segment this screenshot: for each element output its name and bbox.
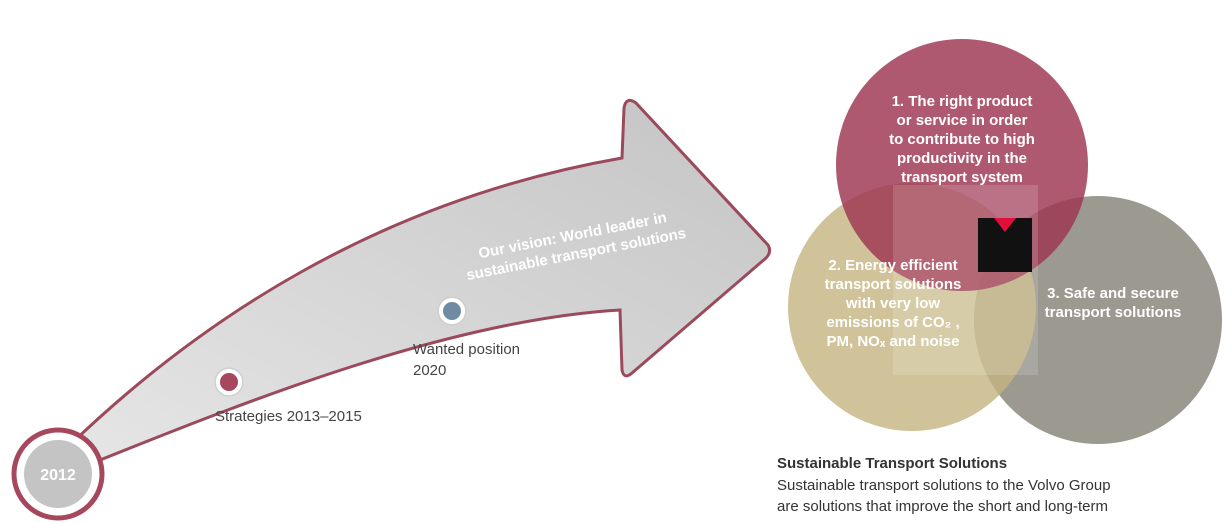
circle-text: transport system (901, 169, 1023, 186)
milestone-label: 2020 (413, 362, 446, 379)
milestone-ring (437, 296, 467, 326)
milestone-label: Wanted position (413, 341, 520, 358)
circle-text: transport solutions (825, 276, 962, 293)
circle-text: or service in order (897, 112, 1028, 129)
venn (788, 39, 1222, 444)
milestone-ring (214, 367, 244, 397)
circle-text: PM, NOₓ and noise (826, 333, 959, 350)
start-inner (24, 440, 92, 508)
circle-text: 2. Energy efficient (828, 257, 957, 274)
footer-title: Sustainable Transport Solutions (777, 455, 1007, 472)
circle-text: 1. The right product (892, 93, 1033, 110)
start-label: 2012 (40, 467, 76, 484)
footer-text: are solutions that improve the short and… (777, 498, 1108, 515)
circle-text: emissions of CO₂ , (826, 314, 959, 331)
milestone-dot (216, 369, 242, 395)
arrow (67, 98, 772, 464)
circle-text: productivity in the (897, 150, 1027, 167)
circle-text: transport solutions (1045, 304, 1182, 321)
overlay (893, 185, 1038, 375)
circle-text: to contribute to high (889, 131, 1035, 148)
milestone-label: Strategies 2013–2015 (215, 408, 362, 425)
footer-text: Sustainable transport solutions to the V… (777, 477, 1111, 494)
circle-text: with very low (845, 295, 941, 312)
circle-text: 3. Safe and secure (1047, 285, 1179, 302)
milestone-dot (439, 298, 465, 324)
center (978, 218, 1032, 272)
center-tip (994, 218, 1016, 232)
